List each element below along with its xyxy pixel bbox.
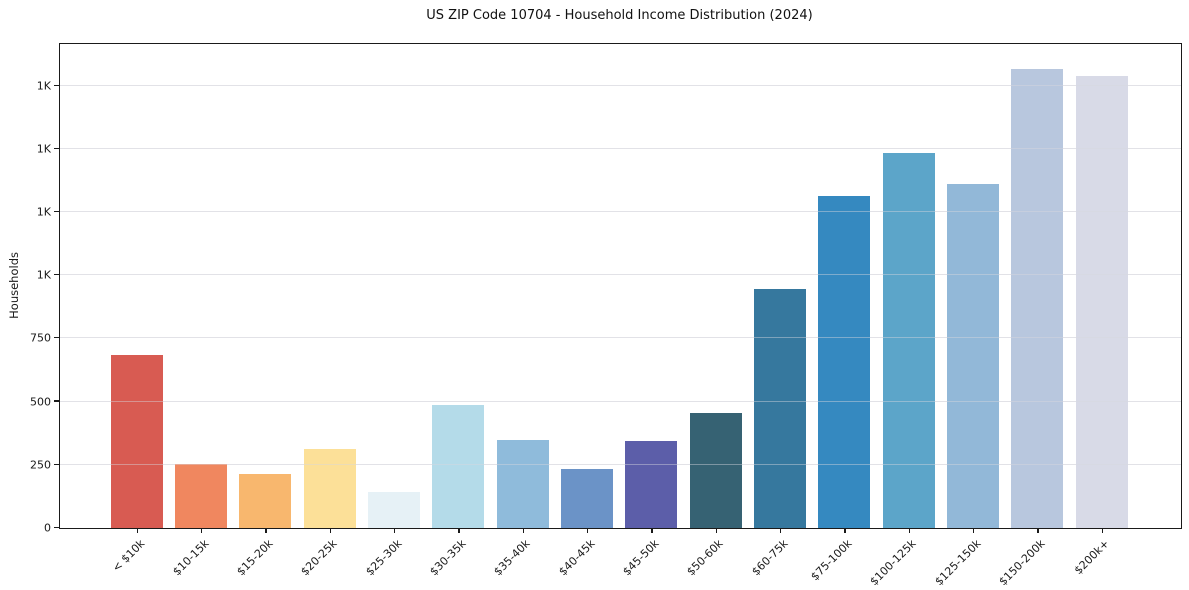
bar-45-50k xyxy=(625,440,678,528)
x-tick-4 xyxy=(394,528,396,533)
gridline-750 xyxy=(60,337,1181,339)
x-tick-label-14: $150-200k xyxy=(996,537,1048,589)
x-tick-label-12: $100-125k xyxy=(867,537,919,589)
y-tick-250 xyxy=(54,463,59,465)
y-tick-0 xyxy=(54,526,59,528)
y-tick-1000 xyxy=(54,274,59,276)
bar-30-35k xyxy=(432,405,485,528)
x-tick-0 xyxy=(136,528,138,533)
bar-125-150k xyxy=(946,184,999,528)
x-tick-7 xyxy=(587,528,589,533)
gridline-1500 xyxy=(60,147,1181,149)
y-tick-label-7: 1K xyxy=(36,79,51,93)
x-tick-label-13: $125-150k xyxy=(932,537,984,589)
x-tick-label-4: $25-30k xyxy=(362,537,405,579)
x-tick-label-1: $10-15k xyxy=(169,537,212,579)
gridline-1000 xyxy=(60,274,1181,276)
x-tick-6 xyxy=(522,528,524,533)
chart-title: US ZIP Code 10704 - Household Income Dis… xyxy=(426,8,813,23)
y-tick-1250 xyxy=(54,210,59,213)
y-tick-500 xyxy=(54,400,59,402)
bar-100-125k xyxy=(882,153,935,528)
x-tick-label-10: $60-75k xyxy=(748,537,791,579)
gridline-250 xyxy=(60,463,1181,465)
x-tick-13 xyxy=(972,528,975,533)
bar-50-60k xyxy=(689,413,742,528)
x-tick-label-7: $40-45k xyxy=(555,537,598,579)
x-tick-label-5: $30-35k xyxy=(427,537,469,579)
bar-20-25k xyxy=(303,449,356,528)
bar-25-30k xyxy=(368,492,421,528)
bar-200k xyxy=(1075,75,1128,528)
y-axis-label-text: Households xyxy=(7,251,21,319)
x-tick-5 xyxy=(458,528,460,533)
gridline-over-1500 xyxy=(60,147,1181,149)
y-tick-label-5: 1K xyxy=(36,205,51,219)
plot-area: < $10k $10-15k $15-20k $20-25k $25-30k $30-35… xyxy=(30,43,1182,588)
bar-10-15k xyxy=(175,464,228,528)
x-tick-1 xyxy=(201,528,203,533)
y-tick-1500 xyxy=(54,147,59,149)
bar-35-40k xyxy=(496,440,549,528)
gridline-500 xyxy=(60,400,1181,402)
gridline-over-1750 xyxy=(60,84,1181,86)
y-tick-1750 xyxy=(54,84,59,86)
gridline-1250 xyxy=(60,211,1181,213)
y-axis-label: Households xyxy=(2,43,26,527)
gridline-over-500 xyxy=(60,400,1181,402)
bar-10k xyxy=(110,354,163,528)
gridline-1750 xyxy=(60,84,1181,86)
x-tick-9 xyxy=(715,528,717,533)
y-tick-label-4: 1K xyxy=(36,268,51,282)
y-tick-label-1: 250 xyxy=(30,458,51,472)
x-tick-label-6: $35-40k xyxy=(491,537,533,579)
bar-15-20k xyxy=(239,474,292,528)
x-tick-2 xyxy=(265,528,267,533)
y-tick-750 xyxy=(54,337,59,339)
x-tick-3 xyxy=(329,528,331,533)
x-tick-label-9: $50-60k xyxy=(684,537,726,579)
x-tick-14 xyxy=(1037,528,1039,533)
x-tick-label-0: < $10k xyxy=(109,537,147,575)
x-tick-label-3: $20-25k xyxy=(298,537,340,579)
bar-75-100k xyxy=(818,196,871,528)
x-tick-label-11: $75-100k xyxy=(808,537,855,584)
y-tick-label-2: 500 xyxy=(30,395,51,409)
x-tick-label-8: $45-50k xyxy=(620,537,662,579)
x-tick-10 xyxy=(780,528,782,533)
x-tick-label-15: $200k+ xyxy=(1071,537,1112,578)
x-tick-12 xyxy=(908,528,910,533)
bar-60-75k xyxy=(754,289,806,528)
x-tick-11 xyxy=(844,528,846,533)
bar-150-200k xyxy=(1011,68,1064,528)
x-tick-8 xyxy=(651,528,653,533)
y-tick-label-6: 1K xyxy=(36,142,51,156)
y-tick-label-3: 750 xyxy=(30,331,51,345)
x-tick-label-2: $15-20k xyxy=(234,537,276,579)
y-tick-label-0: 0 xyxy=(44,521,51,535)
gridline-over-1250 xyxy=(60,211,1181,213)
x-tick-15 xyxy=(1101,528,1103,533)
gridline-over-750 xyxy=(60,337,1181,339)
gridline-over-250 xyxy=(60,463,1181,465)
gridline-over-1000 xyxy=(60,274,1181,276)
bar-40-45k xyxy=(561,469,613,528)
